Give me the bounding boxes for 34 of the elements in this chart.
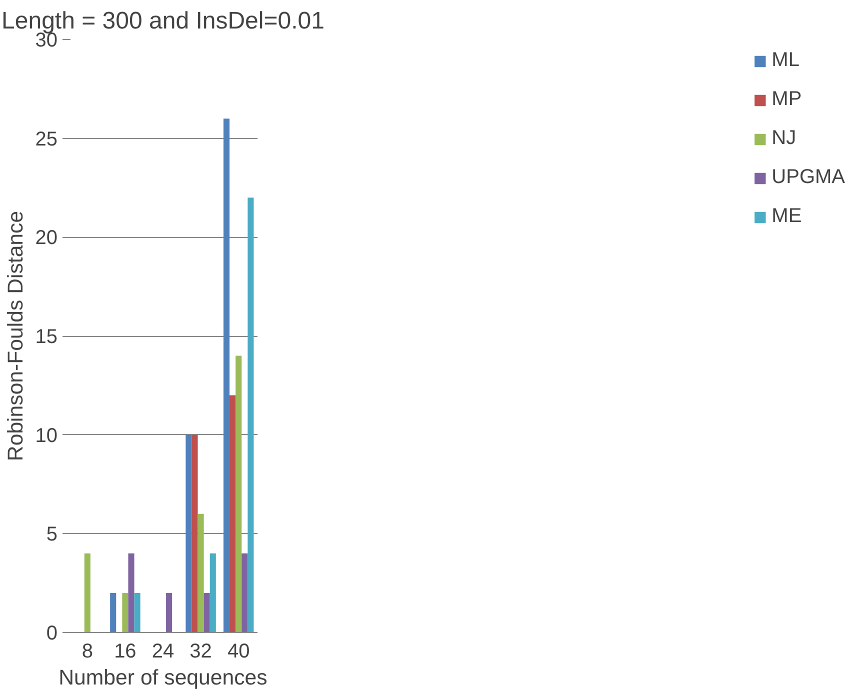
- x-tick-label: 40: [227, 640, 250, 662]
- bar: [236, 356, 242, 632]
- x-tick-label: 24: [152, 640, 174, 662]
- y-tick-label: 15: [35, 326, 58, 348]
- legend-label: MP: [772, 88, 802, 111]
- legend-label: ME: [772, 205, 802, 228]
- x-tick-label: 16: [114, 640, 136, 662]
- x-axis-title: Number of sequences: [58, 666, 268, 690]
- bar: [242, 553, 248, 632]
- y-tick-label: 25: [35, 128, 58, 150]
- x-tick-label: 32: [190, 640, 212, 662]
- bar: [186, 434, 192, 632]
- y-tick-label: 20: [35, 227, 58, 250]
- y-tick-label: 10: [35, 424, 58, 447]
- bar: [204, 592, 210, 632]
- y-axis-title: Robinson-Foulds Distance: [3, 210, 28, 462]
- bar: [223, 118, 230, 632]
- bar: [210, 553, 216, 632]
- bar: [248, 198, 254, 632]
- bar: [198, 514, 204, 632]
- bar: [122, 592, 128, 632]
- bar: [192, 434, 198, 632]
- bar: [128, 553, 134, 632]
- legend-label: ML: [772, 49, 800, 72]
- bar: [84, 553, 90, 632]
- bar: [230, 395, 236, 632]
- legend-label: UPGMA: [772, 166, 845, 189]
- y-tick-label: 5: [46, 524, 58, 546]
- bar: [134, 592, 140, 632]
- x-tick-label: 8: [82, 640, 93, 662]
- legend-label: NJ: [772, 127, 796, 150]
- bar: [166, 592, 172, 632]
- y-tick-label: 0: [46, 622, 58, 644]
- bar: [110, 592, 116, 632]
